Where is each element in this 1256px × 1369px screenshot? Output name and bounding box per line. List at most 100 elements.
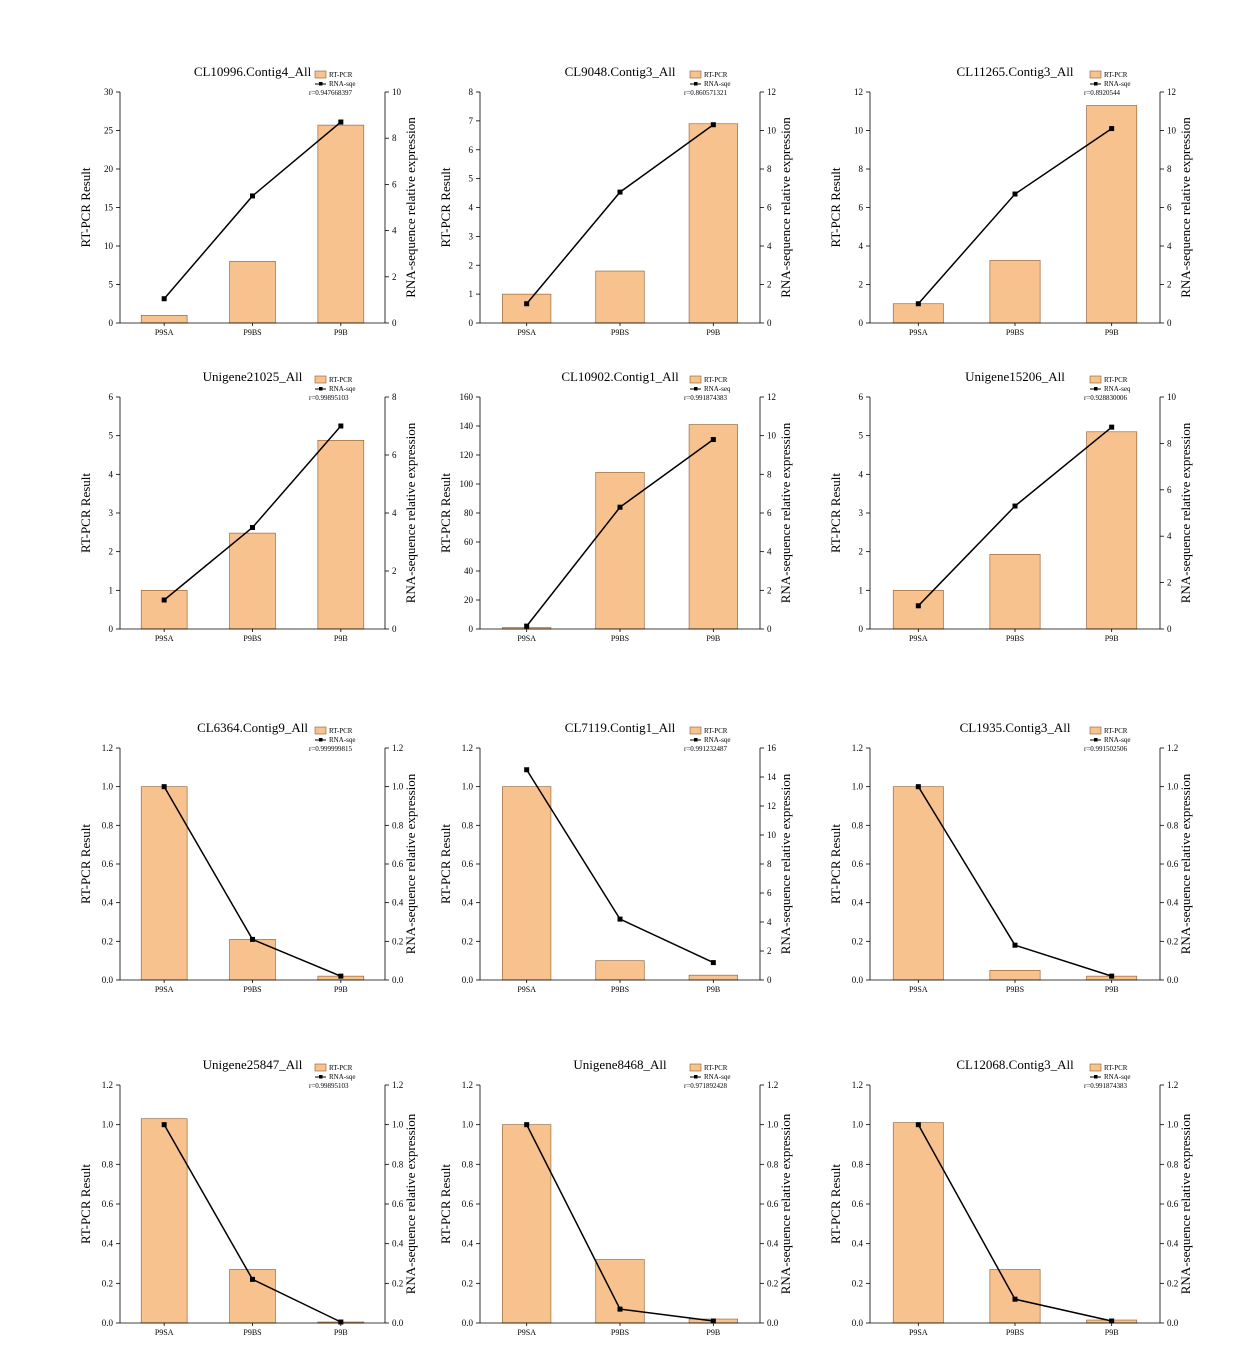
x-tick-label-p9bs: P9BS [243, 1328, 261, 1337]
y-right-tick-label: 10 [767, 126, 777, 136]
legend-line-label: RNA-sqe [329, 80, 355, 88]
legend-bar-label: RT-PCR [329, 376, 353, 384]
y-right-tick-label: 10 [767, 830, 777, 840]
y-left-tick-label: 7 [469, 116, 474, 126]
rna-seq-point-p9b [338, 119, 344, 125]
y-right-tick-label: 6 [767, 888, 772, 898]
y-right-tick-label: 4 [767, 241, 772, 251]
y-left-tick-label: 6 [469, 145, 474, 155]
y-right-tick-label: 0.2 [1167, 936, 1178, 946]
y-right-tick-label: 10 [767, 431, 777, 441]
y-left-tick-label: 2 [469, 260, 474, 270]
x-tick-label-p9bs: P9BS [611, 634, 629, 643]
chart-title: CL6364.Contig9_All [197, 720, 308, 735]
y-right-tick-label: 0.8 [392, 1159, 404, 1169]
x-tick-label-p9bs: P9BS [1006, 328, 1024, 337]
y-left-tick-label: 1.2 [102, 1080, 113, 1090]
y-right-tick-label: 0.2 [1167, 1278, 1178, 1288]
bar-p9sa [892, 303, 944, 324]
y-right-tick-label: 4 [767, 547, 772, 557]
y-right-tick-label: 6 [392, 450, 397, 460]
bar-p9bs [595, 960, 645, 981]
x-tick-label-p9b: P9B [1105, 328, 1119, 337]
y-right-tick-label: 0.2 [392, 1278, 403, 1288]
chart-panel-10: Unigene25847_All 0.0 0.2 0.4 0.6 0.8 1.0 1.2 0.0… [78, 1057, 418, 1337]
y-right-tick-label: 0 [392, 624, 397, 634]
y-axis-left-label: RT-PCR Result [438, 167, 453, 247]
legend-line-label: RNA-sqe [704, 736, 730, 744]
y-right-tick-label: 2 [1167, 578, 1172, 588]
y-left-tick-label: 2 [109, 547, 114, 557]
rna-seq-point-p9bs [617, 916, 623, 922]
y-right-tick-label: 1.2 [1167, 743, 1178, 753]
x-tick-label-p9b: P9B [334, 328, 348, 337]
y-left-tick-label: 0.4 [462, 898, 474, 908]
y-left-tick-label: 100 [460, 479, 474, 489]
bar-p9b [1086, 431, 1138, 630]
bar-p9b [688, 974, 738, 981]
y-left-tick-label: 1 [859, 585, 864, 595]
legend-line-label: RNA-sqe [329, 736, 355, 744]
y-right-tick-label: 1.0 [767, 1120, 779, 1130]
y-left-tick-label: 0.2 [852, 936, 863, 946]
y-left-tick-label: 0 [109, 318, 114, 328]
legend-bar-label: RT-PCR [1104, 71, 1128, 79]
x-tick-label-p9sa: P9SA [909, 634, 928, 643]
y-right-tick-label: 8 [1167, 438, 1172, 448]
legend-bar-label: RT-PCR [1104, 727, 1128, 735]
rna-seq-point-p9b [338, 423, 344, 429]
y-left-tick-label: 3 [109, 508, 114, 518]
y-left-tick-label: 15 [104, 203, 114, 213]
y-right-tick-label: 0.0 [767, 1318, 779, 1328]
bar-p9sa [892, 1122, 944, 1324]
y-left-tick-label: 6 [859, 392, 864, 402]
y-left-tick-label: 0.0 [462, 1318, 474, 1328]
y-right-tick-label: 1.2 [767, 1080, 778, 1090]
y-right-tick-label: 12 [767, 801, 776, 811]
x-tick-label-p9sa: P9SA [517, 328, 536, 337]
legend-bar-label: RT-PCR [704, 1064, 728, 1072]
chart-title: CL9048.Contig3_All [565, 64, 676, 79]
y-left-tick-label: 0.8 [852, 1159, 864, 1169]
legend-bar-label: RT-PCR [329, 727, 353, 735]
correlation-annotation: r=0.8920544 [1084, 89, 1121, 97]
y-left-tick-label: 12 [854, 87, 863, 97]
chart-panel-7: CL6364.Contig9_All 0.0 0.2 0.4 0.6 0.8 1.0 1.2 0… [78, 720, 418, 994]
y-left-tick-label: 2 [859, 280, 864, 290]
y-left-tick-label: 0.4 [852, 898, 864, 908]
bar-p9b [317, 440, 365, 630]
y-left-tick-label: 0.2 [102, 936, 113, 946]
y-right-tick-label: 10 [1167, 126, 1177, 136]
y-right-tick-label: 8 [767, 164, 772, 174]
y-left-tick-label: 0.0 [852, 1318, 864, 1328]
y-right-tick-label: 2 [392, 566, 397, 576]
y-axis-left-label: RT-PCR Result [78, 1164, 93, 1244]
chart-title: Unigene15206_All [965, 369, 1065, 384]
y-right-tick-label: 6 [767, 508, 772, 518]
y-right-tick-label: 1.0 [392, 782, 404, 792]
legend-line-marker [319, 82, 323, 86]
rna-seq-point-p9sa [915, 301, 921, 307]
y-left-tick-label: 160 [460, 392, 474, 402]
y-right-tick-label: 0.0 [392, 1318, 404, 1328]
y-left-tick-label: 1.0 [102, 782, 114, 792]
rna-seq-line [526, 769, 714, 964]
y-left-tick-label: 4 [859, 241, 864, 251]
chart-panel-12: CL12068.Contig3_All 0.0 0.2 0.4 0.6 0.8 1.0 1.2… [828, 1057, 1193, 1337]
y-left-tick-label: 0.8 [102, 820, 114, 830]
y-left-tick-label: 1.2 [852, 1080, 863, 1090]
rna-seq-point-p9b [1109, 1318, 1115, 1324]
y-left-tick-label: 0.0 [102, 975, 114, 985]
bar-p9sa [140, 1118, 188, 1324]
y-right-tick-label: 16 [767, 743, 777, 753]
x-tick-label-p9b: P9B [1105, 634, 1119, 643]
y-axis-right-label: RNA-sequence relative expression [1178, 422, 1193, 603]
legend-bar-swatch [689, 1063, 702, 1072]
y-left-tick-label: 0.6 [852, 859, 864, 869]
y-left-tick-label: 0.8 [102, 1159, 114, 1169]
y-left-tick-label: 0.0 [462, 975, 474, 985]
x-tick-label-p9b: P9B [1105, 1328, 1119, 1337]
legend-line-label: RNA-sqe [1104, 80, 1130, 88]
rna-seq-point-p9bs [617, 1306, 623, 1312]
legend-line-label: RNA-sqe [1104, 1073, 1130, 1081]
